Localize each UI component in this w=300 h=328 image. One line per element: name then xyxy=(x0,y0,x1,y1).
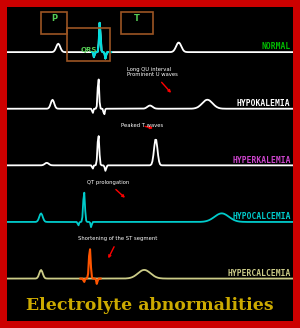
Text: Peaked T waves: Peaked T waves xyxy=(121,123,164,129)
Text: Long QU interval
Prominent U waves: Long QU interval Prominent U waves xyxy=(127,67,178,92)
Text: HYPERKALEMIA: HYPERKALEMIA xyxy=(232,155,290,165)
Bar xyxy=(0,0,7,328)
Text: QT prolongation: QT prolongation xyxy=(87,180,129,197)
Text: P: P xyxy=(51,14,57,23)
Text: T: T xyxy=(134,14,140,23)
Text: Electrolyte abnormalities: Electrolyte abnormalities xyxy=(26,297,274,314)
Text: HYPOCALCEMIA: HYPOCALCEMIA xyxy=(232,212,290,221)
Text: NORMAL: NORMAL xyxy=(261,42,290,51)
Text: HYPOKALEMIA: HYPOKALEMIA xyxy=(237,99,290,108)
Text: QRS: QRS xyxy=(80,47,97,52)
Bar xyxy=(67,28,110,61)
Text: Shortening of the ST segment: Shortening of the ST segment xyxy=(78,236,158,257)
Bar xyxy=(293,0,300,328)
Bar xyxy=(41,12,67,34)
Bar xyxy=(0,0,300,7)
Bar xyxy=(121,12,153,34)
Text: HYPERCALCEMIA: HYPERCALCEMIA xyxy=(227,269,290,278)
Bar xyxy=(0,321,300,328)
